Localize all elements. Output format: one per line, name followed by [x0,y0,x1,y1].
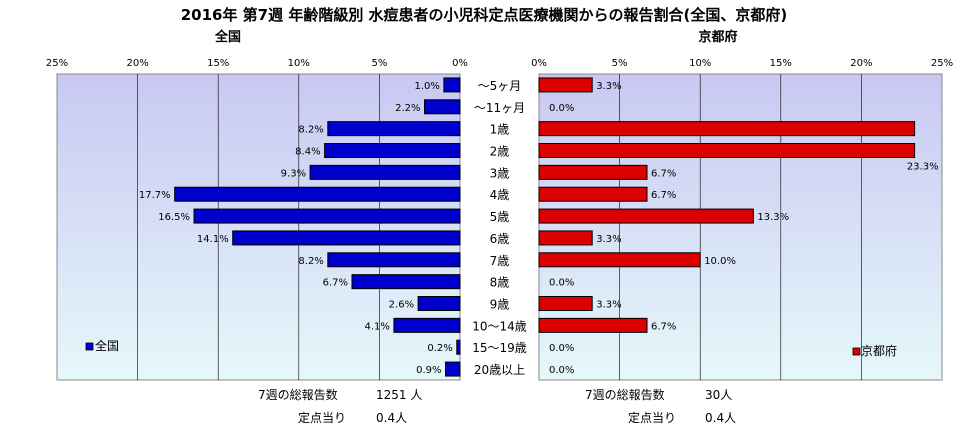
chart-title: 2016年 第7週 年齢階級別 水痘患者の小児科定点医療機関からの報告割合(全国… [181,6,788,24]
data-label-national: 8.2% [298,256,323,267]
bar-national [393,317,461,333]
bar-national [193,208,461,224]
data-label-kyoto: 6.7% [651,190,676,201]
footer-national-per-value: 0.4人 [376,411,407,425]
legend-national-swatch [85,342,94,351]
data-label-kyoto: 13.3% [757,212,789,223]
left-plot-area [56,73,461,381]
data-label-national: 2.6% [389,300,414,311]
data-label-kyoto: 0.0% [549,343,574,354]
data-label-kyoto: 3.3% [596,81,621,92]
legend-kyoto: 京都府 [852,343,897,358]
right-tick-label: 5% [612,58,628,69]
footer-kyoto-per-value: 0.4人 [705,411,736,425]
data-label-national: 0.2% [427,343,452,354]
left-tick-label: 15% [207,58,229,69]
bar-kyoto [538,230,593,246]
left-panel-label: 全国 [214,29,241,45]
category-label: 6歳 [490,232,510,246]
data-label-national: 0.9% [416,365,441,376]
data-label-national: 1.0% [414,81,439,92]
data-label-kyoto: 3.3% [596,234,621,245]
data-label-national: 4.1% [365,321,390,332]
right-plot-area [538,73,943,381]
data-label-kyoto: 6.7% [651,168,676,179]
bar-national [351,274,461,290]
data-label-kyoto: 0.0% [549,278,574,289]
footer-national-total-label: 7週の総報告数 [258,387,338,402]
data-label-kyoto: 0.0% [549,365,574,376]
left-tick-label: 20% [126,58,148,69]
bar-national [417,296,461,311]
bar-kyoto [538,143,916,158]
left-tick-label: 10% [288,58,310,69]
bar-kyoto [538,296,593,311]
bar-national [174,186,461,202]
bar-national [232,230,461,246]
right-tick-label: 25% [931,58,953,69]
left-tick-label: 25% [46,58,68,69]
legend-kyoto-label: 京都府 [861,343,897,358]
footer-kyoto-per-label: 定点当り [628,410,676,425]
category-label: 3歳 [490,166,510,180]
data-label-national: 17.7% [139,190,171,201]
category-label: 15～19歳 [472,341,527,355]
category-label: 10～14歳 [472,319,527,333]
right-tick-label: 15% [770,58,792,69]
right-panel-label: 京都府 [698,29,737,45]
bar-kyoto [538,186,648,202]
footer-kyoto-total-label: 7週の総報告数 [585,387,665,402]
right-tick-label: 0% [531,58,547,69]
right-tick-label: 20% [850,58,872,69]
footer-kyoto-total-value: 30人 [705,388,732,402]
data-label-kyoto: 0.0% [549,103,574,114]
bar-national [327,252,461,268]
left-tick-label: 5% [371,58,387,69]
legend-kyoto-swatch [852,347,861,356]
bar-national [424,99,461,115]
legend-national-label: 全国 [95,338,119,353]
category-label: 4歳 [490,188,510,202]
bar-kyoto [538,317,648,333]
bar-national [443,77,461,93]
data-label-national: 16.5% [158,212,190,223]
right-tick-label: 10% [689,58,711,69]
footer-national-total-value: 1251 人 [376,388,422,402]
data-label-national: 6.7% [323,278,348,289]
data-label-kyoto: 3.3% [596,300,621,311]
bar-national [327,121,461,137]
footer-national-per-label: 定点当り [298,410,346,425]
data-label-national: 14.1% [197,234,229,245]
bar-kyoto [538,121,916,137]
bar-national [324,143,461,158]
data-label-national: 8.4% [295,147,320,158]
bar-national [456,339,461,355]
category-label: ～5ヶ月 [478,79,522,93]
data-label-kyoto: 10.0% [704,256,736,267]
data-label-national: 8.2% [298,125,323,136]
data-label-kyoto: 6.7% [651,321,676,332]
bar-kyoto [538,77,593,93]
category-label: ～11ヶ月 [474,101,525,115]
bar-national [309,164,461,180]
bar-kyoto [538,164,648,180]
data-label-kyoto: 23.3% [907,162,939,173]
category-label: 1歳 [490,123,510,137]
data-label-national: 2.2% [395,103,420,114]
category-label: 5歳 [490,210,510,224]
category-label: 7歳 [490,254,510,268]
bar-national [444,361,461,377]
bar-kyoto [538,208,754,224]
data-label-national: 9.3% [281,168,306,179]
category-label: 20歳以上 [474,363,525,377]
left-tick-label: 0% [452,58,468,69]
category-label: 9歳 [490,298,510,312]
legend-national: 全国 [85,338,119,353]
bar-kyoto [538,252,701,268]
category-label: 8歳 [490,276,510,290]
category-label: 2歳 [490,145,510,159]
